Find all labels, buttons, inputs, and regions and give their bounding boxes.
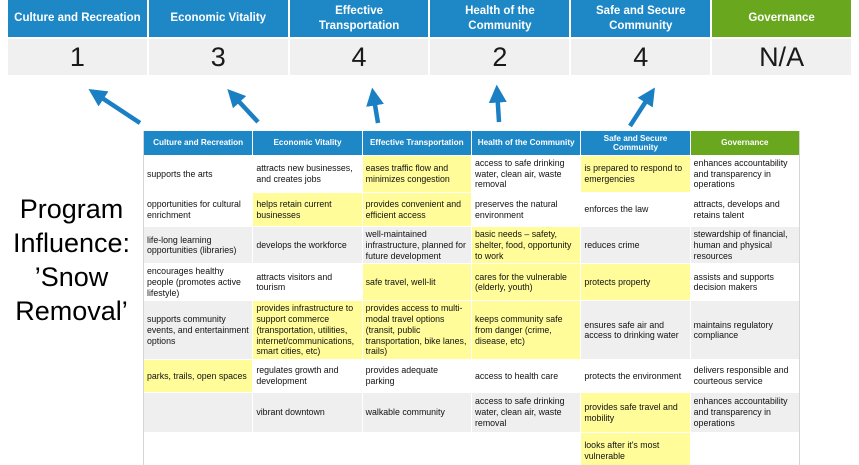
influence-matrix: Culture and Recreation Economic Vitality…: [143, 131, 800, 465]
band-header-governance: Governance: [712, 0, 851, 37]
matrix-cell-r4-c4: cares for the vulnerable (elderly, youth…: [472, 264, 581, 301]
band-header-health-community: Health of the Community: [430, 0, 570, 37]
matrix-cell-r4-c2: attracts visitors and tourism: [253, 264, 362, 301]
score-safe-secure: 4: [571, 39, 711, 75]
matrix-cell-r3-c2: develops the workforce: [253, 227, 362, 264]
matrix-cell-r1-c5: is prepared to respond to emergencies: [581, 156, 690, 193]
matrix-header-health-community: Health of the Community: [472, 131, 581, 155]
title-line: Influence:: [12, 228, 131, 258]
matrix-cell-r5-c5: ensures safe air and access to drinking …: [581, 301, 690, 360]
band-header-culture-recreation: Culture and Recreation: [8, 0, 147, 37]
matrix-cell-r8-c6: [690, 433, 799, 465]
band-header-effective-transportation: Effective Transportation: [289, 0, 429, 37]
arrow-culture-recreation: [88, 89, 142, 125]
matrix-cell-r2-c5: enforces the law: [581, 193, 690, 227]
matrix-cell-r4-c6: assists and supports decision makers: [690, 264, 799, 301]
influence-matrix-header: Culture and Recreation Economic Vitality…: [144, 131, 799, 155]
matrix-cell-r2-c2: helps retain current businesses: [253, 193, 362, 227]
matrix-cell-r1-c6: enhances accountability and transparency…: [690, 156, 799, 193]
matrix-cell-r1-c4: access to safe drinking water, clean air…: [472, 156, 581, 193]
matrix-cell-r2-c4: preserves the natural environment: [472, 193, 581, 227]
matrix-cell-r1-c3: eases traffic flow and minimizes congest…: [362, 156, 471, 193]
arrow-effective-transportation: [366, 87, 384, 124]
matrix-cell-r7-c1: [144, 393, 253, 433]
title-line: Removal’: [15, 296, 128, 326]
matrix-cell-r5-c4: keeps community safe from danger (crime,…: [472, 301, 581, 360]
matrix-cell-r7-c2: vibrant downtown: [253, 393, 362, 433]
matrix-cell-r3-c1: life-long learning opportunities (librar…: [144, 227, 253, 264]
matrix-cell-r6-c6: delivers responsible and courteous servi…: [690, 360, 799, 393]
matrix-cell-r8-c2: [253, 433, 362, 465]
matrix-cell-r1-c1: supports the arts: [144, 156, 253, 193]
influence-matrix-body: supports the arts attracts new businesses…: [144, 156, 799, 465]
matrix-cell-r4-c3: safe travel, well-lit: [362, 264, 471, 301]
matrix-cell-r6-c5: protects the environment: [581, 360, 690, 393]
matrix-cell-r7-c3: walkable community: [362, 393, 471, 433]
matrix-header-culture-recreation: Culture and Recreation: [144, 131, 253, 155]
influence-arrows: [88, 84, 655, 128]
matrix-cell-r3-c4: basic needs – safety, shelter, food, opp…: [472, 227, 581, 264]
matrix-cell-r7-c4: access to safe drinking water, clean air…: [472, 393, 581, 433]
matrix-cell-r1-c2: attracts new businesses, and creates job…: [253, 156, 362, 193]
matrix-header-effective-transportation: Effective Transportation: [362, 131, 471, 155]
matrix-cell-r8-c3: [362, 433, 471, 465]
matrix-cell-r4-c1: encourages healthy people (promotes acti…: [144, 264, 253, 301]
matrix-cell-r7-c5: provides safe travel and mobility: [581, 393, 690, 433]
score-effective-transportation: 4: [289, 39, 429, 75]
arrow-economic-vitality: [227, 89, 260, 124]
matrix-cell-r6-c4: access to health care: [472, 360, 581, 393]
matrix-cell-r6-c3: provides adequate parking: [362, 360, 471, 393]
title-line: ’Snow: [34, 262, 109, 292]
score-culture-recreation: 1: [8, 39, 147, 75]
matrix-cell-r2-c6: attracts, develops and retains talent: [690, 193, 799, 227]
arrow-health-community: [488, 84, 507, 123]
arrow-safe-secure: [628, 87, 655, 128]
matrix-cell-r6-c1: parks, trails, open spaces: [144, 360, 253, 393]
matrix-cell-r8-c1: [144, 433, 253, 465]
band-header-economic-vitality: Economic Vitality: [148, 0, 288, 37]
score-governance: N/A: [712, 39, 851, 75]
matrix-header-safe-secure: Safe and Secure Community: [581, 131, 690, 155]
matrix-cell-r4-c5: protects property: [581, 264, 690, 301]
matrix-cell-r8-c4: [472, 433, 581, 465]
matrix-cell-r5-c6: maintains regulatory compliance: [690, 301, 799, 360]
matrix-cell-r8-c5: looks after it's most vulnerable: [581, 433, 690, 465]
matrix-cell-r5-c1: supports community events, and entertain…: [144, 301, 253, 360]
matrix-header-governance: Governance: [690, 131, 799, 155]
summary-band: Culture and Recreation Economic Vitality…: [8, 0, 851, 75]
matrix-cell-r2-c3: provides convenient and efficient access: [362, 193, 471, 227]
matrix-cell-r5-c3: provides access to multi-modal travel op…: [362, 301, 471, 360]
matrix-cell-r3-c6: stewardship of financial, human and phys…: [690, 227, 799, 264]
matrix-cell-r5-c2: provides infrastructure to support comme…: [253, 301, 362, 360]
matrix-cell-r6-c2: regulates growth and development: [253, 360, 362, 393]
matrix-cell-r2-c1: opportunities for cultural enrichment: [144, 193, 253, 227]
matrix-header-economic-vitality: Economic Vitality: [253, 131, 362, 155]
score-health-community: 2: [430, 39, 570, 75]
program-influence-title: Program Influence: ’Snow Removal’: [0, 192, 143, 328]
title-line: Program: [19, 194, 124, 224]
band-header-safe-secure: Safe and Secure Community: [571, 0, 711, 37]
score-economic-vitality: 3: [148, 39, 288, 75]
matrix-cell-r3-c5: reduces crime: [581, 227, 690, 264]
matrix-cell-r3-c3: well-maintained infrastructure, planned …: [362, 227, 471, 264]
matrix-cell-r7-c6: enhances accountability and transparency…: [690, 393, 799, 433]
